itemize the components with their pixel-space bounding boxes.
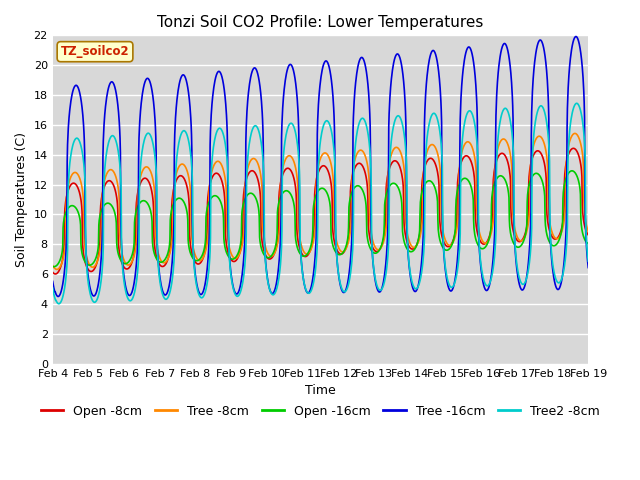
Tree2 -8cm	[168, 277, 176, 283]
Tree -8cm	[521, 234, 529, 240]
Open -16cm	[228, 256, 236, 262]
Open -16cm	[50, 264, 58, 270]
Line: Tree -16cm: Tree -16cm	[52, 36, 588, 297]
Open -16cm	[584, 241, 592, 247]
Open -8cm	[404, 241, 412, 247]
Line: Open -16cm: Open -16cm	[52, 171, 588, 267]
Open -8cm	[51, 271, 59, 277]
Tree -16cm	[584, 264, 592, 270]
Open -16cm	[156, 259, 163, 264]
Tree -16cm	[572, 34, 580, 39]
Tree -16cm	[168, 260, 176, 265]
Y-axis label: Soil Temperatures (C): Soil Temperatures (C)	[15, 132, 28, 267]
Open -8cm	[570, 145, 577, 151]
Tree -8cm	[49, 263, 56, 268]
Tree -16cm	[521, 282, 529, 288]
Legend: Open -8cm, Tree -8cm, Open -16cm, Tree -16cm, Tree2 -8cm: Open -8cm, Tree -8cm, Open -16cm, Tree -…	[36, 400, 605, 423]
Tree -16cm	[404, 245, 412, 251]
Tree -16cm	[49, 278, 56, 284]
Tree -16cm	[228, 278, 236, 284]
Open -8cm	[474, 231, 481, 237]
Line: Open -8cm: Open -8cm	[52, 148, 588, 274]
Text: TZ_soilco2: TZ_soilco2	[61, 45, 129, 58]
Open -16cm	[474, 241, 481, 247]
Tree -8cm	[584, 228, 592, 234]
X-axis label: Time: Time	[305, 384, 336, 397]
Open -8cm	[228, 258, 236, 264]
Tree2 -8cm	[404, 243, 412, 249]
Open -16cm	[404, 247, 412, 252]
Open -16cm	[49, 264, 56, 269]
Tree2 -8cm	[573, 100, 580, 106]
Open -8cm	[49, 269, 56, 275]
Tree -8cm	[404, 233, 412, 239]
Tree -8cm	[228, 252, 236, 258]
Tree -16cm	[474, 189, 481, 195]
Open -16cm	[521, 234, 529, 240]
Tree2 -8cm	[228, 280, 236, 286]
Tree -8cm	[474, 219, 481, 225]
Open -8cm	[584, 232, 592, 238]
Open -8cm	[156, 261, 163, 267]
Tree -8cm	[168, 237, 176, 243]
Tree -8cm	[156, 253, 163, 259]
Line: Tree2 -8cm: Tree2 -8cm	[52, 103, 588, 304]
Open -8cm	[521, 231, 529, 237]
Tree2 -8cm	[49, 285, 56, 291]
Open -16cm	[168, 205, 176, 211]
Tree2 -8cm	[55, 301, 63, 307]
Tree -8cm	[571, 131, 579, 136]
Tree -16cm	[156, 268, 163, 274]
Tree2 -8cm	[156, 272, 163, 278]
Open -8cm	[168, 197, 176, 203]
Tree -8cm	[53, 266, 61, 272]
Tree2 -8cm	[521, 280, 529, 286]
Title: Tonzi Soil CO2 Profile: Lower Temperatures: Tonzi Soil CO2 Profile: Lower Temperatur…	[157, 15, 484, 30]
Tree -16cm	[54, 294, 62, 300]
Tree2 -8cm	[474, 152, 481, 157]
Line: Tree -8cm: Tree -8cm	[52, 133, 588, 269]
Open -16cm	[568, 168, 576, 174]
Tree2 -8cm	[584, 258, 592, 264]
